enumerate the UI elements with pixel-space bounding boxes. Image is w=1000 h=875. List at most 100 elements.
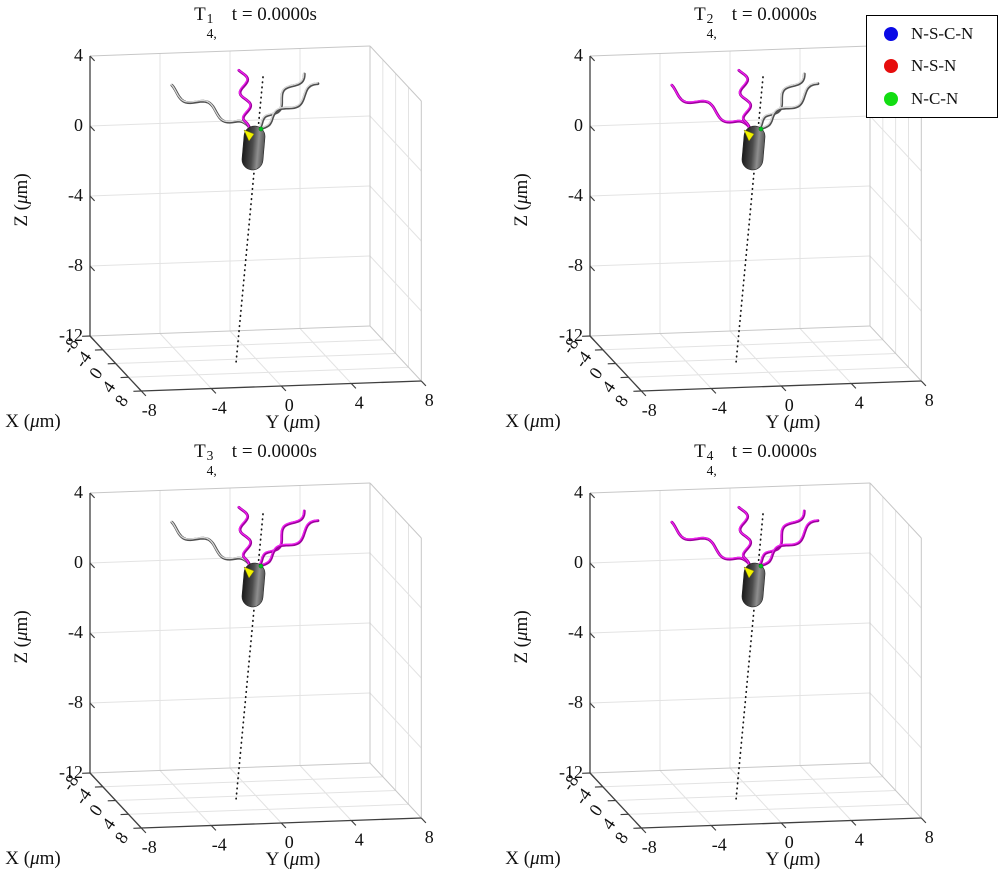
subplot-3: 4 0 -4 -8 -12 -8 -4 0 4 8 -8 -4 0 4 8 X (μm) Y (μm) Z (μm…: [0, 437, 500, 875]
flagellum-center-highlight: [737, 506, 751, 567]
axis-text: Z (μm): [11, 610, 32, 663]
green-dot-marker: [258, 563, 264, 569]
axis-text: -4: [712, 835, 727, 855]
legend-label: N-S-C-N: [911, 24, 974, 44]
axis-text: Z (μm): [511, 610, 532, 663]
legend-label: N-S-N: [911, 56, 957, 76]
axis-text: -4: [568, 185, 583, 205]
axis-text: -8: [568, 692, 583, 712]
yellow-triangle-marker: [743, 566, 755, 579]
subplot-2: 4 0 -4 -8 -12 -8 -4 0 4 8 -8 -4 0 4 8 X (μm) Y (μm) Z (μm…: [500, 0, 1000, 438]
subplot-4: 4 0 -4 -8 -12 -8 -4 0 4 8 -8 -4 0 4 8 X (μm) Y (μm) Z (μm…: [500, 437, 1000, 875]
legend-item-ncn: N-C-N: [867, 89, 997, 109]
axis-text: 4: [74, 45, 83, 65]
flagellum-center-highlight: [237, 69, 251, 130]
flagellum-left-highlight: [170, 83, 254, 130]
legend: N-S-C-N N-S-N N-C-N: [866, 15, 998, 118]
axis-text: -4: [212, 835, 227, 855]
title-superscript: 3: [206, 448, 214, 463]
flagellum-right-inner-highlight: [758, 72, 805, 128]
axis-text: 0: [574, 552, 583, 572]
flagellum-center-highlight: [237, 506, 251, 567]
title-subscript: 4,: [206, 25, 217, 41]
orientation-dotted-line: [235, 513, 264, 801]
axis-text: X (μm): [5, 848, 60, 869]
title-superscript: 1: [206, 11, 214, 26]
axis-text: -8: [68, 692, 83, 712]
title-time: t = 0.0000s: [731, 441, 817, 462]
yellow-triangle-marker: [243, 129, 255, 142]
title-supsub: 3 4,: [207, 449, 217, 477]
axis-text: 4: [855, 393, 864, 413]
orientation-dotted-line: [235, 76, 264, 364]
title-base: T: [694, 441, 706, 462]
axis-text: 4: [574, 482, 583, 502]
axis-text: Y (μm): [266, 412, 321, 433]
flagellum-right-outer-highlight: [758, 82, 819, 129]
orientation-dotted-line: [735, 513, 764, 801]
title-superscript: 2: [706, 11, 714, 26]
subplot-3-title: T 3 4, t = 0.0000s: [90, 441, 421, 477]
legend-item-nsn: N-S-N: [867, 56, 997, 76]
title-base: T: [194, 441, 206, 462]
legend-item-nscn: N-S-C-N: [867, 24, 997, 44]
flagellum-left-highlight: [670, 83, 754, 130]
title-time: t = 0.0000s: [231, 441, 317, 462]
flagellum-right-outer-highlight: [258, 82, 319, 129]
flagellum-right-outer: [758, 519, 820, 568]
axis-text: -8: [142, 400, 157, 420]
flagellum-left-highlight: [670, 520, 754, 567]
yellow-triangle-marker: [743, 129, 755, 142]
green-dot-marker: [758, 563, 764, 569]
axis-text: 8: [425, 390, 434, 410]
flagellum-right-inner-highlight: [258, 509, 305, 565]
axis-text: -12: [559, 762, 583, 782]
axis-text: 8: [611, 828, 633, 847]
axis-text: 0: [785, 395, 794, 415]
title-supsub: 2 4,: [707, 12, 717, 40]
axis-text: -12: [59, 325, 83, 345]
axis-text: -4: [568, 622, 583, 642]
flagellum-center-highlight: [737, 69, 751, 130]
green-dot-marker: [258, 126, 264, 132]
title-subscript: 4,: [706, 25, 717, 41]
axis-text: 4: [355, 393, 364, 413]
title-base: T: [694, 4, 706, 25]
axis-text: -8: [142, 837, 157, 857]
axis-text: -8: [568, 255, 583, 275]
axis-text: 0: [74, 115, 83, 135]
legend-dot-icon: [884, 91, 898, 106]
axis-text: -4: [68, 185, 83, 205]
axis-text: 8: [111, 391, 133, 410]
flagellum-right-outer: [258, 82, 320, 131]
orientation-dotted-line: [735, 76, 764, 364]
axis-text: -4: [712, 398, 727, 418]
subplot-1: 4 0 -4 -8 -12 -8 -4 0 4 8 -8 -4 0 4 8 X (μm) Y (μm) Z (μm…: [0, 0, 500, 438]
flagellum-right-outer-highlight: [258, 519, 319, 566]
title-time: t = 0.0000s: [231, 4, 317, 25]
flagella: [670, 506, 820, 569]
axis-text: -8: [642, 400, 657, 420]
axis-text: 0: [785, 832, 794, 852]
flagellum-right-outer: [758, 82, 820, 131]
axis-text: -8: [68, 255, 83, 275]
axis-text: 4: [355, 830, 364, 850]
axis-text: 8: [925, 390, 934, 410]
axis-text: -12: [59, 762, 83, 782]
axis-text: Y (μm): [266, 849, 321, 870]
axis-text: 8: [111, 828, 133, 847]
legend-label: N-C-N: [911, 88, 959, 108]
title-supsub: 4 4,: [707, 449, 717, 477]
axis-text: X (μm): [505, 411, 560, 432]
flagella: [170, 506, 320, 569]
axis-text: X (μm): [505, 848, 560, 869]
green-dot-marker: [758, 126, 764, 132]
flagellum-left-highlight: [170, 520, 254, 567]
